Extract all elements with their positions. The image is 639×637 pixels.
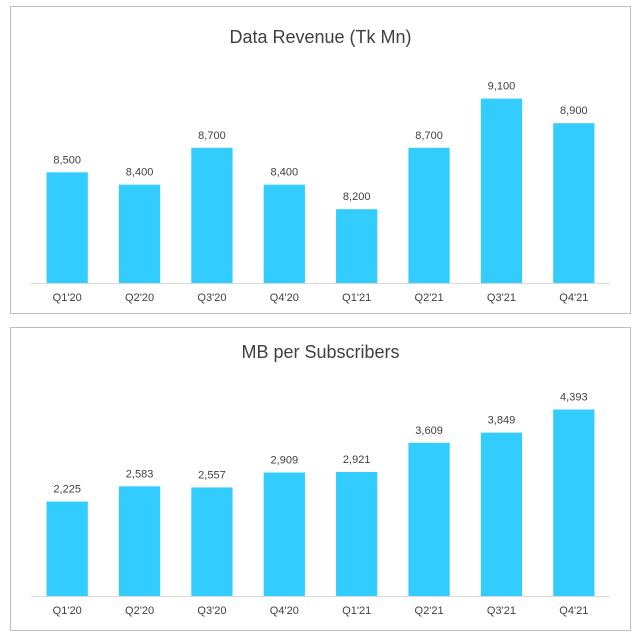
data-revenue-chart: Data Revenue (Tk Mn) 8,500 Q1'20 8,400 Q2'2… bbox=[10, 6, 631, 314]
x-tick-label: Q4'21 bbox=[559, 605, 588, 617]
data-label: 2,921 bbox=[343, 454, 371, 466]
bar bbox=[263, 184, 305, 283]
bar bbox=[118, 184, 161, 283]
bar bbox=[408, 147, 450, 283]
x-tick-label: Q2'20 bbox=[125, 292, 154, 304]
chart-title: MB per Subscribers bbox=[241, 342, 400, 362]
bar bbox=[46, 172, 88, 283]
data-label: 8,900 bbox=[560, 105, 588, 117]
data-label: 2,557 bbox=[198, 469, 226, 481]
data-label: 8,500 bbox=[53, 154, 81, 166]
bar bbox=[480, 432, 523, 596]
x-tick-label: Q3'21 bbox=[487, 605, 516, 617]
data-label: 8,400 bbox=[271, 167, 299, 179]
x-tick-label: Q4'21 bbox=[559, 292, 588, 304]
x-tick-label: Q1'20 bbox=[53, 605, 82, 617]
x-tick-label: Q2'21 bbox=[415, 292, 444, 304]
x-tick-label: Q1'21 bbox=[342, 292, 371, 304]
x-tick-label: Q4'20 bbox=[270, 292, 299, 304]
bar bbox=[553, 409, 595, 596]
x-tick-label: Q3'20 bbox=[197, 605, 226, 617]
bar bbox=[46, 501, 88, 596]
bar bbox=[336, 472, 378, 596]
bar bbox=[408, 442, 450, 596]
bar bbox=[263, 472, 305, 596]
bar bbox=[336, 209, 378, 283]
data-label: 9,100 bbox=[488, 81, 516, 93]
data-revenue-plot: 8,500 Q1'20 8,400 Q2'20 8,700 Q3'20 8,400 Q4'20… bbox=[31, 81, 610, 304]
data-label: 8,700 bbox=[198, 130, 226, 142]
bar bbox=[553, 123, 595, 283]
data-label: 4,393 bbox=[560, 392, 588, 404]
x-tick-label: Q2'21 bbox=[415, 605, 444, 617]
x-tick-label: Q3'21 bbox=[487, 292, 516, 304]
x-tick-label: Q3'20 bbox=[197, 292, 226, 304]
data-label: 8,200 bbox=[343, 191, 371, 203]
data-label: 2,225 bbox=[53, 484, 81, 496]
data-label: 8,400 bbox=[126, 167, 154, 179]
x-tick-label: Q1'20 bbox=[53, 292, 82, 304]
mb-per-subscribers-chart: MB per Subscribers 2,225 Q1'20 2,583 Q2'20 2… bbox=[10, 327, 631, 631]
data-label: 3,609 bbox=[415, 425, 443, 437]
bar bbox=[191, 487, 233, 596]
data-label: 8,700 bbox=[415, 130, 443, 142]
data-label: 2,583 bbox=[126, 468, 154, 480]
bar bbox=[118, 486, 161, 596]
x-tick-label: Q4'20 bbox=[270, 605, 299, 617]
chart-title: Data Revenue (Tk Mn) bbox=[229, 27, 412, 47]
x-tick-label: Q2'20 bbox=[125, 605, 154, 617]
bar bbox=[480, 98, 523, 284]
data-label: 3,849 bbox=[488, 415, 516, 427]
bar bbox=[191, 147, 233, 283]
data-label: 2,909 bbox=[271, 455, 299, 467]
mb-per-subscribers-plot: 2,225 Q1'20 2,583 Q2'20 2,557 Q3'20 2,909 Q4'20… bbox=[31, 392, 610, 617]
x-tick-label: Q1'21 bbox=[342, 605, 371, 617]
